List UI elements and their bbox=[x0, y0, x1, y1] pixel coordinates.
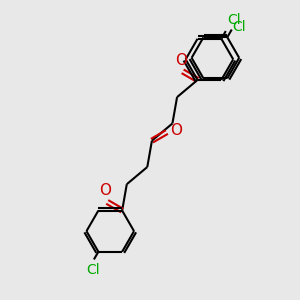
Text: Cl: Cl bbox=[86, 263, 100, 277]
Text: Cl: Cl bbox=[232, 20, 246, 34]
Text: O: O bbox=[99, 183, 111, 198]
Text: O: O bbox=[175, 53, 187, 68]
Text: Cl: Cl bbox=[227, 14, 241, 28]
Text: O: O bbox=[170, 123, 182, 138]
